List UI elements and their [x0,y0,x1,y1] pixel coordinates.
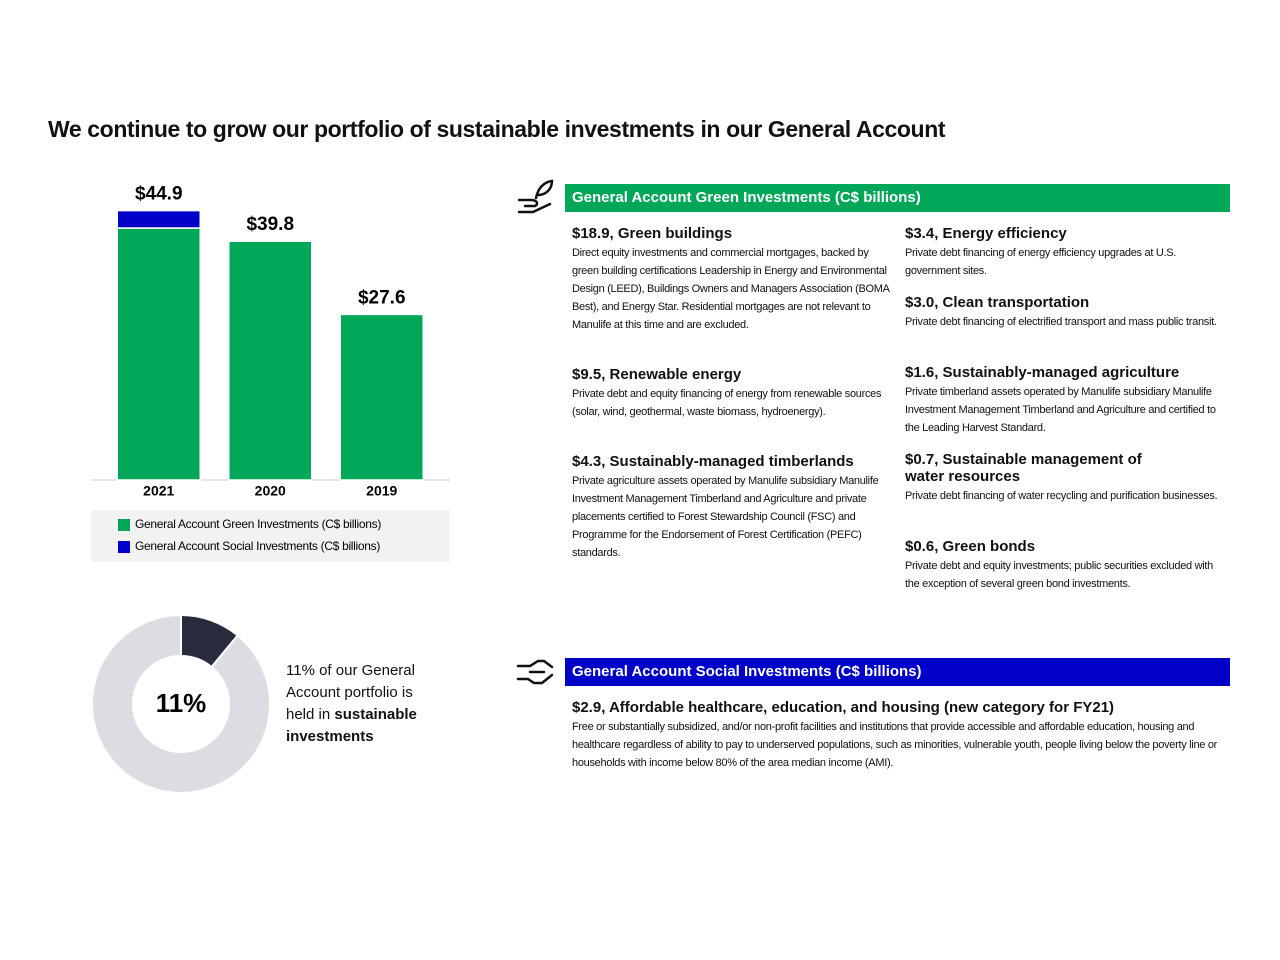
item-title: $3.4, Energy efficiency [905,225,1067,242]
green-item: $9.5, Renewable energy Private debt and e… [572,366,897,421]
item-title: $3.0, Clean transportation [905,294,1090,311]
x-tick-label: 2020 [255,483,286,499]
donut-center-label: 11% [156,688,207,718]
x-tick-label: 2021 [143,483,174,499]
green-item: $0.7, Sustainable management of water re… [905,451,1218,505]
item-text: Private debt financing of water recyclin… [905,490,1218,502]
legend-label: General Account Green Investments (C$ bi… [135,517,381,531]
page-title: We continue to grow our portfolio of sus… [48,116,946,142]
caption-text: 11% of our General Account portfolio is … [286,662,415,723]
legend-swatch [118,541,130,553]
social-heading: General Account Social Investments (C$ b… [565,658,1230,686]
total-label: $27.6 [358,287,406,308]
item-title: $2.9, Affordable healthcare, education, … [572,699,1115,716]
handshake-icon [516,659,554,685]
item-text: Private timberland assets operated by Ma… [905,386,1216,434]
bar [116,209,201,229]
legend-label: General Account Social Investments (C$ b… [135,539,380,553]
total-label: $44.9 [135,184,183,205]
bar [228,240,313,481]
x-tick-label: 2019 [366,483,397,499]
item-text: Direct equity investments and commercial… [572,247,890,331]
green-item: $1.6, Sustainably-managed agriculture Pri… [905,364,1230,437]
item-title: $18.9, Green buildings [572,225,733,242]
green-item: $3.0, Clean transportation Private debt f… [905,294,1230,331]
item-title: $4.3, Sustainably-managed timberlands [572,453,854,470]
green-item: $3.4, Energy efficiency Private debt fina… [905,225,1230,280]
item-text: Private debt and equity financing of ene… [572,388,882,418]
green-heading: General Account Green Investments (C$ bi… [565,184,1230,212]
item-text: Private agriculture assets operated by M… [572,475,879,559]
item-text: Free or substantially subsidized, and/or… [572,721,1218,769]
item-title: $0.7, Sustainable management of water re… [905,451,1142,485]
green-item: $0.6, Green bonds Private debt and equity… [905,538,1230,593]
legend-swatch [118,519,130,531]
item-title: $0.6, Green bonds [905,538,1036,555]
caption-bold: sustainable investments [286,706,417,745]
donut-caption: 11% of our General Account portfolio is … [286,660,436,748]
item-title: $1.6, Sustainably-managed agriculture [905,364,1180,381]
total-label: $39.8 [246,214,294,235]
bar [339,313,424,481]
item-text: Private debt and equity investments; pub… [905,560,1213,590]
legend-box [91,510,450,562]
item-title: $9.5, Renewable energy [572,366,742,383]
item-text: Private debt financing of energy efficie… [905,247,1177,277]
green-item: $18.9, Green buildings Direct equity inve… [572,225,897,334]
social-item: $2.9, Affordable healthcare, education, … [572,699,1222,772]
green-item: $4.3, Sustainably-managed timberlands Pri… [572,453,897,562]
bar [116,227,201,481]
plant-icon [517,179,554,214]
donut-slice [91,613,271,794]
item-text: Private debt financing of electrified tr… [905,316,1217,328]
